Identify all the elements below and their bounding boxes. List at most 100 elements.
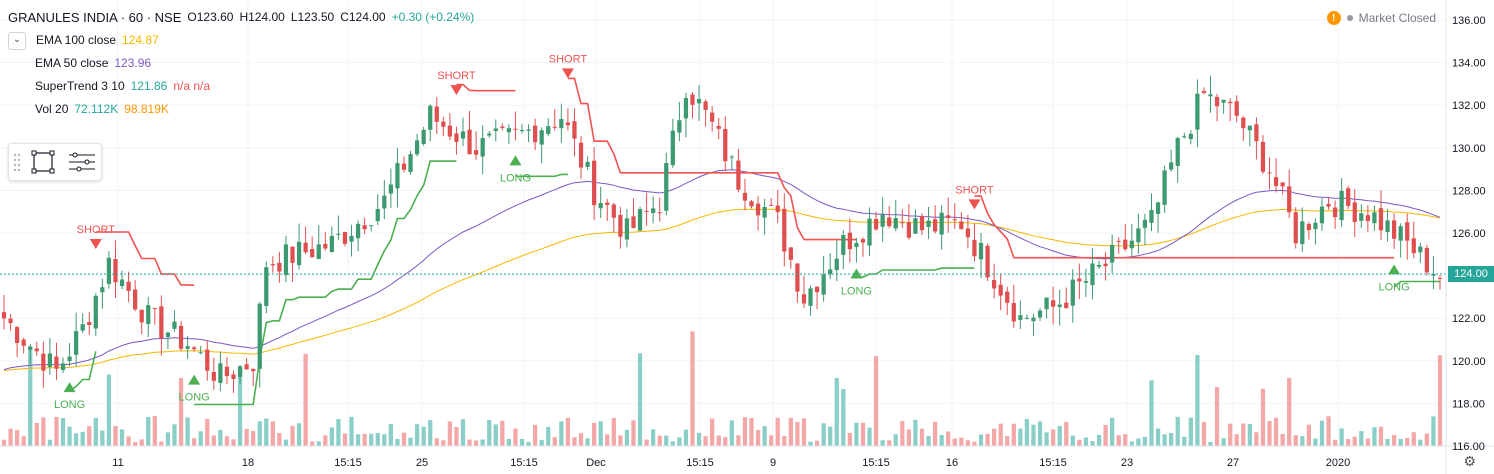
volume-bar (533, 424, 538, 446)
volume-bar (139, 439, 144, 446)
volume-bar (854, 422, 859, 446)
candle-body (1110, 244, 1115, 263)
indicator-row-volume[interactable]: Vol 20 72.112K 98.819K (8, 98, 474, 121)
candle-body (1037, 310, 1043, 318)
volume-bar (329, 427, 334, 446)
volume-bar (172, 424, 177, 446)
volume-bar (939, 434, 944, 446)
legend: GRANULES INDIA · 60 · NSE O123.60 H124.0… (8, 6, 474, 121)
volume-bar (211, 435, 216, 446)
volume-bar (60, 418, 66, 446)
candle-body (847, 232, 852, 250)
volume-bar (1254, 432, 1259, 446)
candle-body (80, 324, 85, 331)
candle-body (329, 235, 334, 252)
volume-bar (1, 439, 7, 446)
candle-body (441, 121, 446, 127)
candle-body (362, 225, 367, 230)
candle-body (152, 307, 157, 309)
volume-bar (1195, 355, 1200, 446)
candle-body (428, 105, 433, 130)
short-label: SHORT (437, 70, 476, 82)
symbol-title[interactable]: GRANULES INDIA · 60 · NSE (8, 10, 182, 25)
candle-body (1031, 317, 1036, 322)
volume-bar (178, 378, 184, 446)
volume-bar (1214, 387, 1220, 446)
candle-body (1051, 300, 1056, 307)
volume-bar (1339, 428, 1344, 446)
volume-bar (480, 439, 485, 446)
candle-body (893, 218, 898, 229)
volume-bar (14, 430, 20, 446)
rectangle-tool-icon[interactable] (31, 150, 55, 174)
volume-bar (355, 434, 361, 446)
candle-body (323, 243, 328, 249)
candle-body (769, 204, 774, 206)
candle-body (828, 269, 833, 275)
indicator-row-ema100[interactable]: ⌄ EMA 100 close 124.87 (8, 29, 474, 52)
volume-bar (1306, 424, 1311, 446)
volume-bar (447, 421, 453, 446)
collapse-legend-icon[interactable]: ⌄ (8, 31, 26, 50)
time-tick-label: 15:15 (334, 457, 362, 469)
candle-body (906, 222, 911, 238)
volume-bar (539, 439, 544, 446)
ema-50-path (3, 169, 1441, 371)
candle-body (1254, 124, 1259, 142)
candle-body (821, 274, 826, 295)
volume-bar (165, 432, 171, 446)
volume-bar (1234, 434, 1239, 446)
candle-body (1241, 117, 1246, 129)
long-label: LONG (179, 392, 210, 404)
indicator-extra: n/a n/a (173, 79, 211, 93)
short-arrow-icon (561, 68, 574, 79)
warning-icon[interactable]: ! (1326, 11, 1341, 25)
volume-bar (1037, 421, 1043, 446)
price-tick-label: 120.00 (1452, 356, 1486, 368)
candle-body (1129, 240, 1134, 249)
volume-bar (1077, 439, 1082, 446)
candle-body (231, 374, 236, 379)
drag-handle-icon[interactable] (13, 153, 21, 172)
volume-bar (867, 427, 872, 446)
candle-body (742, 192, 748, 201)
volume-bar (113, 426, 118, 446)
candle-body (749, 201, 754, 207)
candle-body (421, 129, 426, 144)
volume-bar (985, 433, 990, 446)
candle-body (1267, 172, 1272, 174)
candle-body (932, 219, 938, 232)
volume-bar (913, 419, 918, 446)
volume-bar (224, 436, 230, 446)
indicator-row-supertrend[interactable]: SuperTrend 3 10 121.86 n/a n/a (8, 75, 474, 98)
candle-body (952, 219, 957, 221)
candle-body (133, 289, 138, 310)
candle-body (165, 332, 171, 338)
price-tick-label: 136.00 (1452, 15, 1486, 27)
long-label: LONG (500, 172, 531, 184)
volume-bar (710, 418, 715, 446)
volume-bar (323, 435, 328, 446)
gear-icon[interactable]: ⚙ (1463, 453, 1476, 469)
market-status[interactable]: ! Market Closed (1326, 11, 1436, 25)
volume-bar (133, 441, 138, 446)
settings-lines-icon[interactable] (69, 152, 95, 172)
drawing-toolbar (8, 143, 102, 181)
volume-bar (736, 435, 741, 446)
price-tick-label: 130.00 (1452, 143, 1486, 155)
candle-body (854, 243, 859, 248)
candle-body (1044, 297, 1049, 310)
volume-bar (703, 436, 708, 446)
volume-bar (1169, 432, 1174, 446)
candle-body (985, 245, 990, 278)
volume-bar (1011, 423, 1016, 446)
indicator-row-ema50[interactable]: EMA 50 close 123.96 (8, 52, 474, 75)
candle-body (716, 125, 721, 129)
last-price-label: 124.00 (1448, 266, 1494, 282)
candle-body (28, 346, 33, 350)
volume-bar (362, 433, 367, 446)
candle-body (172, 321, 177, 329)
price-tick-label: 128.00 (1452, 185, 1486, 197)
candle-body (467, 129, 472, 155)
